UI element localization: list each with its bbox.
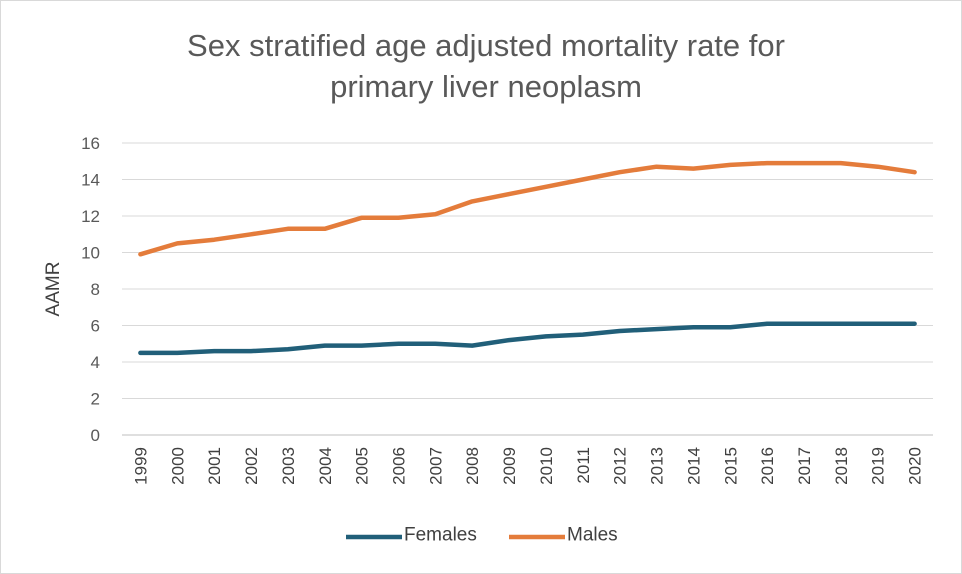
x-tick-label: 2004: [316, 447, 335, 485]
x-tick-label: 2012: [611, 447, 630, 485]
x-tick-label: 2003: [279, 447, 298, 485]
x-tick-label: 2013: [648, 447, 667, 485]
series-line-males: [138, 160, 917, 257]
y-tick-label: 12: [81, 207, 100, 226]
gridlines: [122, 142, 933, 436]
chart-title-line-1: Sex stratified age adjusted mortality ra…: [187, 28, 785, 63]
x-tick-label: 2010: [537, 447, 556, 485]
x-tick-label: 2008: [463, 447, 482, 485]
legend: Females Males: [346, 525, 618, 546]
chart-title: Sex stratified age adjusted mortality ra…: [1, 25, 962, 107]
x-tick-label: 2018: [832, 447, 851, 485]
y-tick-label: 4: [91, 353, 100, 372]
x-tick-label: 2011: [574, 447, 593, 484]
y-tick-label: 10: [81, 244, 100, 263]
x-tick-label: 2017: [795, 447, 814, 485]
y-tick-label: 8: [91, 280, 100, 299]
x-tick-label: 1999: [131, 447, 150, 485]
y-tick-label: 6: [91, 317, 100, 336]
x-tick-label: 2009: [500, 447, 519, 485]
x-tick-label: 2014: [684, 447, 703, 485]
y-axis-title: AAMR: [43, 262, 64, 317]
x-tick-label: 2005: [353, 447, 372, 485]
y-tick-label: 0: [91, 426, 100, 445]
y-tick-label: 14: [81, 171, 100, 190]
x-tick-label: 2020: [906, 447, 925, 485]
x-tick-label: 2001: [205, 447, 224, 485]
x-tick-label: 2016: [758, 447, 777, 485]
y-axis-ticks: 0 2 4 6 8 10 12 14 16: [81, 134, 100, 445]
legend-label-males: Males: [567, 525, 618, 546]
series-lines: [138, 160, 917, 356]
x-tick-label: 2006: [389, 447, 408, 485]
chart-title-line-2: primary liver neoplasm: [330, 69, 642, 104]
x-tick-label: 2007: [426, 447, 445, 485]
legend-label-females: Females: [404, 525, 477, 546]
x-axis-ticks: 1999 2000 2001 2002 2003 2004 2005 2006 2007 2008…: [131, 447, 924, 485]
series-line-females: [138, 321, 917, 356]
y-tick-label: 16: [81, 134, 100, 153]
x-tick-label: 2002: [242, 447, 261, 485]
x-tick-label: 2000: [168, 447, 187, 485]
y-tick-label: 2: [91, 390, 100, 409]
x-tick-label: 2019: [869, 447, 888, 485]
x-tick-label: 2015: [721, 447, 740, 485]
